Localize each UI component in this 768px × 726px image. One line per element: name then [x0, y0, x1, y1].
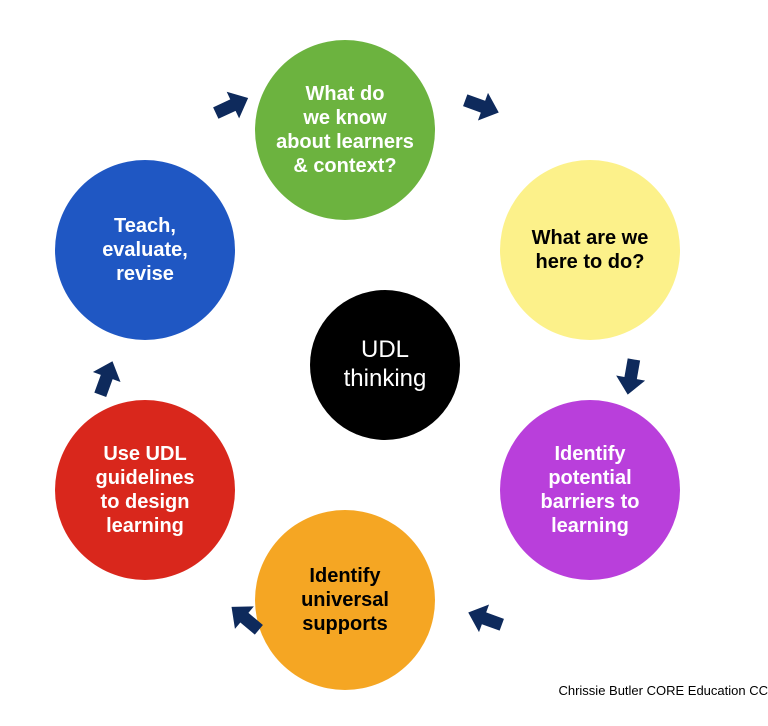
arrow-a1 — [454, 79, 508, 133]
node-teach: Teach, evaluate, revise — [55, 160, 235, 340]
arrow-a3 — [459, 592, 513, 646]
center-node: UDL thinking — [310, 290, 460, 440]
node-learners: What do we know about learners & context… — [255, 40, 435, 220]
credit-text: Chrissie Butler CORE Education CC — [558, 683, 768, 698]
arrow-a5 — [79, 352, 133, 406]
node-supports: Identify universal supports — [255, 510, 435, 690]
arrow-a6 — [203, 78, 259, 134]
arrow-a2 — [607, 352, 656, 401]
node-design: Use UDL guidelines to design learning — [55, 400, 235, 580]
node-barriers: Identify potential barriers to learning — [500, 400, 680, 580]
node-todo: What are we here to do? — [500, 160, 680, 340]
